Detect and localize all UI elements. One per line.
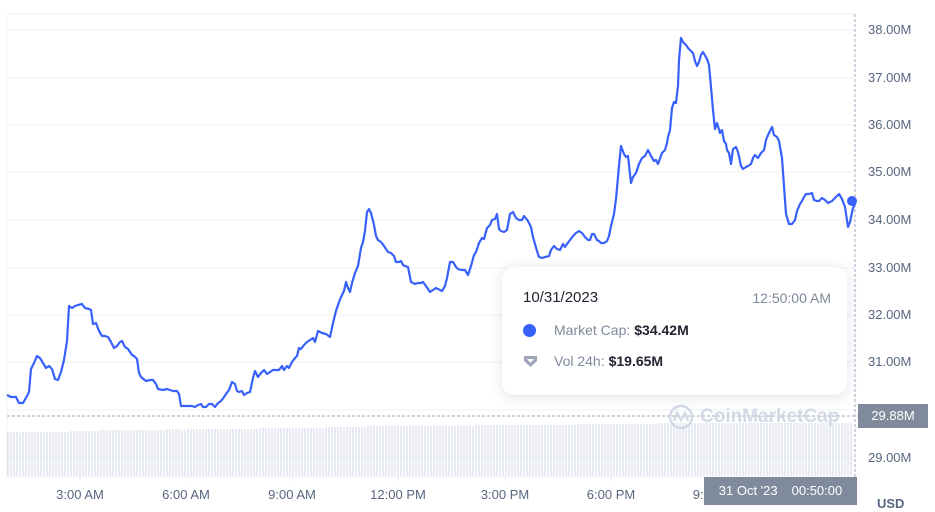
y-tick-label: 37.00M	[868, 70, 912, 85]
crosshair-time: 00:50:00	[791, 483, 843, 498]
currency-label: USD	[877, 496, 905, 511]
x-tick-label: 3:00 PM	[480, 487, 530, 502]
watermark-text: CoinMarketCap	[700, 406, 840, 427]
x-tick-label: 9:00 AM	[268, 487, 316, 502]
chart-tooltip: 10/31/2023 12:50:00 AM Market Cap: $34.4…	[502, 267, 847, 395]
market-cap-line	[6, 36, 856, 409]
y-tick-label: 38.00M	[868, 22, 912, 37]
tooltip-date: 10/31/2023	[523, 289, 599, 306]
volume-value: $19.65M	[608, 353, 664, 369]
volume-bars	[7, 423, 852, 476]
coinmarketcap-logo-icon	[668, 404, 694, 430]
y-tick-label: 32.00M	[868, 307, 912, 322]
y-tick-label: 34.00M	[868, 212, 912, 227]
market-cap-hover-point	[847, 196, 857, 206]
volume-label: Vol 24h:	[554, 353, 605, 369]
market-cap-dot-icon	[523, 323, 536, 337]
x-tick-label: 6:00 AM	[162, 487, 210, 502]
crosshair-time-tag: 31 Oct '23 00:50:00	[704, 477, 857, 505]
y-tick-label: 29.00M	[868, 450, 912, 465]
tooltip-market-cap-row: Market Cap: $34.42M	[523, 322, 689, 338]
volume-shield-icon	[524, 355, 537, 367]
crosshair-date: 31 Oct '23	[718, 483, 778, 498]
grid-lines	[6, 13, 855, 481]
market-cap-label: Market Cap:	[554, 322, 631, 338]
y-tick-label: 36.00M	[868, 117, 912, 132]
y-tick-label: 35.00M	[868, 164, 912, 179]
x-tick-label: 6:00 PM	[586, 487, 636, 502]
market-cap-value: $34.42M	[634, 322, 689, 338]
x-tick-label: 12:00 PM	[370, 487, 426, 502]
y-tick-label: 33.00M	[868, 260, 912, 275]
tooltip-volume-row: Vol 24h: $19.65M	[523, 353, 663, 369]
y-tick-label: 31.00M	[868, 354, 912, 369]
tooltip-time: 12:50:00 AM	[752, 290, 831, 306]
coinmarketcap-watermark: CoinMarketCap	[668, 404, 839, 430]
current-price-tag: 29.88M	[858, 404, 928, 428]
x-tick-label: 3:00 AM	[56, 487, 104, 502]
